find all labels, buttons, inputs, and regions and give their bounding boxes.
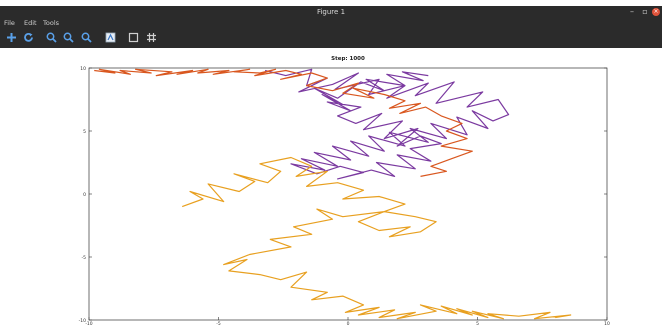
minimize-icon[interactable]: – (630, 7, 634, 16)
select-rect-icon[interactable] (128, 32, 139, 43)
pan-icon[interactable] (6, 32, 17, 43)
grid-icon[interactable] (146, 32, 157, 43)
y-tick-label: -5 (82, 255, 87, 261)
window-title: Figure 1 (316, 8, 346, 16)
random-walk-plot[interactable]: 10 5 0 -5 -10-10 -5 0 5 10 (0, 48, 662, 325)
plot-title: Step: 1000 (331, 56, 365, 62)
window-titlebar: Figure 1 – ▫ × (0, 6, 662, 18)
rotate-icon[interactable] (23, 32, 34, 43)
toolbar (0, 28, 662, 48)
y-tick-label: 0 (83, 192, 86, 198)
menu-bar: File Edit Tools (0, 18, 662, 28)
menu-edit[interactable]: Edit (24, 19, 37, 27)
axes-box (88, 67, 608, 321)
series-line-2 (94, 68, 473, 177)
x-tick-label: -10 (85, 321, 92, 325)
y-tick-label: 5 (83, 129, 86, 135)
tick-layer: 10 5 0 -5 -10-10 -5 0 5 10 (79, 66, 610, 325)
corner-fragment (0, 0, 40, 6)
menu-tools[interactable]: Tools (43, 19, 60, 27)
zoom-out-icon[interactable] (63, 32, 74, 43)
x-tick-label: 10 (604, 321, 610, 325)
x-tick-label: 0 (347, 321, 350, 325)
figure-canvas: Step: 1000 10 5 0 -5 -10 -10 -5 0 5 10 (0, 48, 662, 325)
zoom-reset-icon[interactable] (81, 32, 92, 43)
series-line-1 (181, 156, 572, 320)
menu-file[interactable]: File (4, 19, 15, 27)
y-tick-label: 10 (80, 66, 86, 72)
y-tick-label: -10 (79, 318, 86, 324)
series-layer (94, 68, 572, 320)
x-tick-label: 5 (476, 321, 479, 325)
series-line-0 (264, 68, 510, 180)
data-cursor-icon[interactable] (105, 32, 116, 43)
close-icon[interactable]: × (652, 8, 660, 16)
x-tick-label: -5 (216, 321, 221, 325)
zoom-in-icon[interactable] (46, 32, 57, 43)
maximize-icon[interactable]: ▫ (642, 7, 648, 16)
